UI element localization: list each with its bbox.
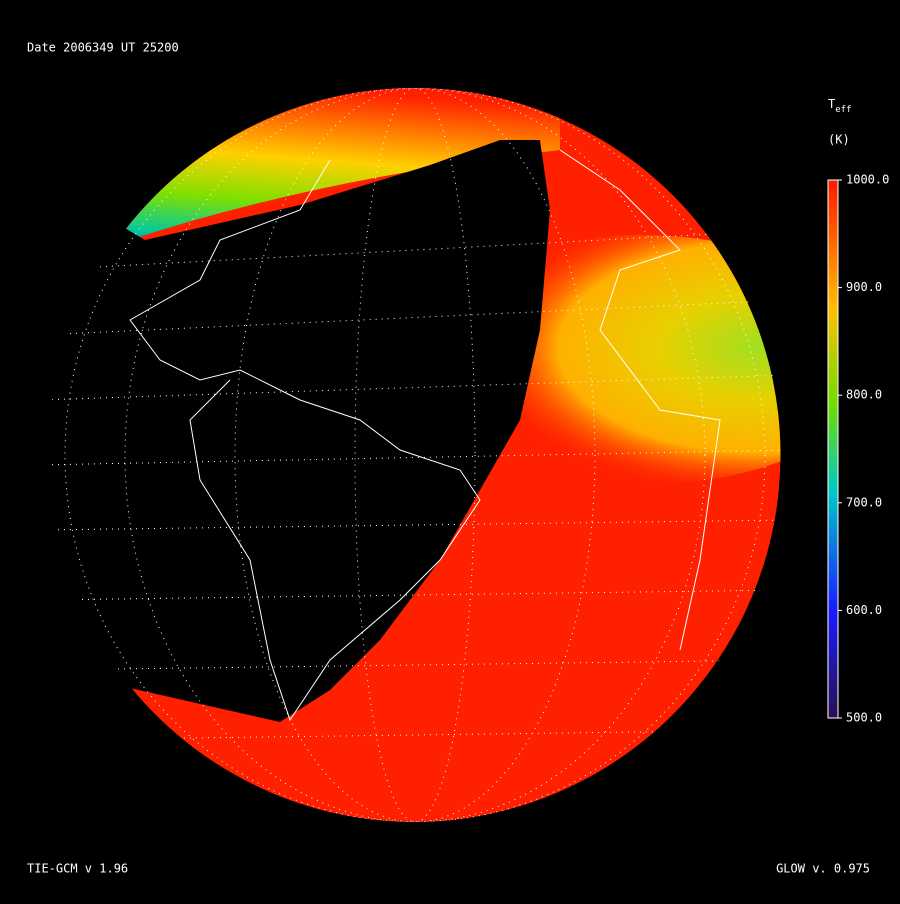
colorbar-title-main: T	[828, 97, 835, 111]
globe	[48, 88, 782, 822]
colorbar	[827, 179, 839, 719]
tick-label: 500.0	[846, 711, 882, 725]
tick-label: 700.0	[846, 495, 882, 509]
coastline	[559, 149, 721, 651]
tick-label: 600.0	[846, 603, 882, 617]
title: Date 2006349 UT 25200	[27, 41, 179, 55]
colorbar-title-sub: eff	[835, 105, 851, 115]
coastline	[129, 159, 481, 722]
colorbar-unit: (K)	[828, 133, 850, 147]
footer-right: GLOW v. 0.975	[776, 862, 870, 876]
colorbar-ticks: 1000.0 900.0 800.0 700.0 600.0 500.0	[838, 173, 889, 725]
tick-label: 800.0	[846, 388, 882, 402]
colorbar-title: Teff	[828, 97, 852, 115]
tick-label: 900.0	[846, 280, 882, 294]
tick-label: 1000.0	[846, 173, 889, 187]
graticule	[48, 88, 782, 822]
footer-left: TIE-GCM v 1.96	[27, 862, 128, 876]
